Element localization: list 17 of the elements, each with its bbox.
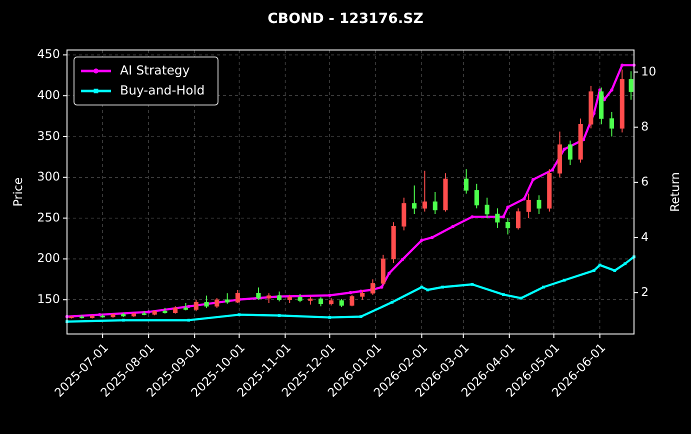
y-tick-label: 250: [37, 210, 60, 224]
y-tick-label: 300: [37, 170, 60, 184]
chart-title: CBOND - 123176.SZ: [268, 11, 424, 27]
legend-label: AI Strategy: [120, 62, 190, 78]
y2-tick-label: 6: [641, 174, 649, 189]
y2-axis-title: Return: [668, 172, 682, 212]
y2-tick-label: 2: [641, 284, 649, 299]
y-tick-label: 200: [37, 251, 60, 266]
y2-tick-label: 10: [641, 64, 656, 78]
legend-label: Buy-and-Hold: [120, 82, 205, 98]
y2-tick-label: 8: [641, 119, 649, 134]
y-tick-label: 350: [37, 128, 60, 143]
y2-tick-label: 4: [641, 230, 649, 244]
y-tick-label: 450: [37, 47, 60, 62]
y-tick-label: 150: [37, 292, 60, 306]
y-tick-label: 400: [37, 88, 60, 102]
y-axis-title: Price: [11, 177, 25, 207]
